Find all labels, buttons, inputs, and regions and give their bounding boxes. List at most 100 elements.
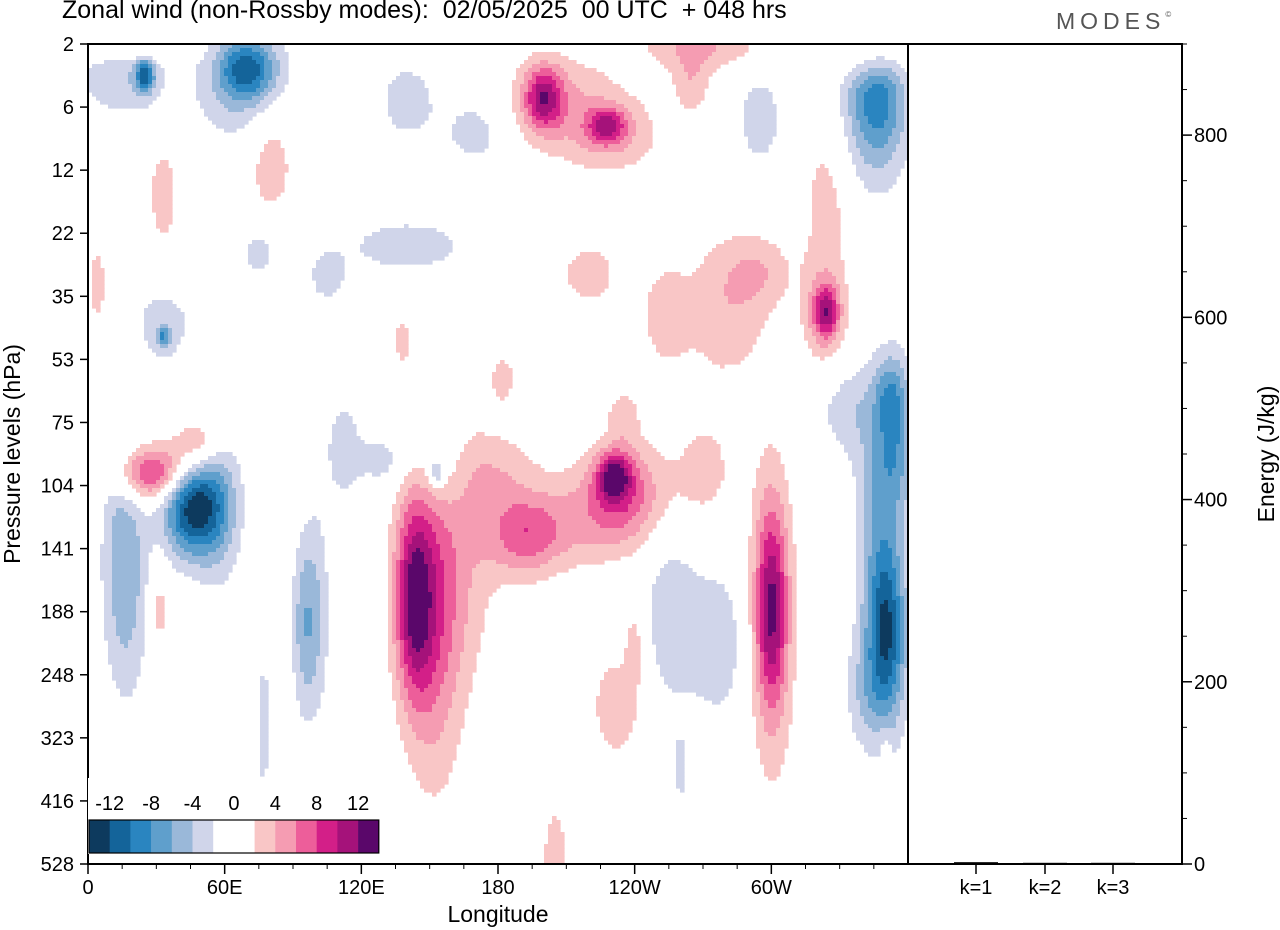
heatmap-cell (392, 684, 401, 689)
heatmap-cell (88, 68, 133, 73)
heatmap-cell (696, 692, 729, 697)
heatmap-cell (260, 728, 269, 733)
heatmap-cell (296, 680, 305, 685)
heatmap-cell (212, 88, 225, 93)
heatmap-cell (136, 520, 165, 525)
heatmap-cell (756, 540, 761, 545)
heatmap-cell (792, 608, 797, 613)
heatmap-cell (184, 484, 189, 489)
heatmap-cell (856, 672, 865, 677)
heatmap-cell (160, 228, 169, 233)
heatmap-cell (784, 656, 789, 661)
heatmap-cell (388, 596, 393, 601)
heatmap-cell (104, 524, 113, 529)
heatmap-cell (784, 620, 789, 625)
heatmap-cell (836, 328, 841, 333)
heatmap-cell (192, 552, 209, 557)
heatmap-cell (436, 532, 453, 537)
heatmap-cell (864, 656, 869, 661)
heatmap-cell (444, 676, 457, 681)
heatmap-cell (756, 676, 761, 681)
heatmap-cell (408, 644, 413, 649)
heatmap-cell (600, 472, 605, 477)
legend-swatch (358, 820, 380, 853)
heatmap-cell (156, 64, 161, 69)
heatmap-cell (220, 100, 261, 105)
heatmap-cell (396, 124, 421, 129)
heatmap-cell (904, 556, 908, 561)
heatmap-cell (764, 604, 769, 609)
heatmap-cell (904, 688, 908, 693)
heatmap-cell (144, 320, 185, 325)
heatmap-cell (132, 88, 141, 93)
heatmap-cell (832, 328, 837, 333)
heatmap-cell (780, 564, 785, 569)
heatmap-cell (388, 84, 425, 89)
energy-category-label: k=1 (960, 877, 993, 899)
heatmap-cell (456, 464, 481, 469)
heatmap-cell (816, 320, 821, 325)
heatmap-cell (900, 568, 905, 573)
heatmap-cell (416, 668, 421, 673)
heatmap-cell (388, 576, 393, 581)
heatmap-cell (520, 100, 525, 105)
heatmap-cell (164, 480, 169, 485)
heatmap-cell (772, 632, 781, 637)
heatmap-cell (892, 660, 901, 665)
heatmap-cell (100, 560, 113, 565)
heatmap-cell (892, 632, 897, 637)
heatmap-cell (408, 544, 429, 549)
heatmap-cell (408, 760, 453, 765)
heatmap-cell (272, 60, 281, 65)
heatmap-cell (676, 740, 685, 745)
heatmap-cell (188, 520, 209, 525)
heatmap-cell (900, 688, 905, 693)
legend-swatch (89, 820, 110, 853)
heatmap-cell (896, 716, 908, 721)
heatmap-cell (864, 536, 873, 541)
heatmap-cell (640, 524, 657, 529)
heatmap-cell (188, 532, 209, 537)
heatmap-cell (652, 476, 725, 481)
heatmap-cell (456, 556, 553, 561)
heatmap-cell (900, 496, 908, 501)
heatmap-cell (436, 588, 445, 593)
heatmap-cell (844, 308, 849, 313)
heatmap-cell (720, 364, 725, 369)
heatmap-cell (432, 708, 449, 713)
heatmap-cell (760, 608, 765, 613)
heatmap-cell (864, 528, 873, 533)
heatmap-cell (200, 484, 209, 489)
heatmap-cell (860, 740, 885, 745)
heatmap-cell (904, 696, 908, 701)
heatmap-cell (480, 464, 493, 469)
heatmap-cell (760, 600, 765, 605)
heatmap-cell (812, 328, 817, 333)
heatmap-cell (172, 332, 185, 337)
heatmap-cell (632, 456, 641, 461)
heatmap-cell (868, 388, 877, 393)
heatmap-cell (856, 580, 865, 585)
heatmap-cell (440, 736, 461, 741)
heatmap-cell (524, 72, 533, 77)
heatmap-cell (776, 728, 789, 733)
heatmap-cell (832, 300, 837, 305)
heatmap-cell (840, 324, 849, 329)
heatmap-cell (888, 572, 897, 577)
heatmap-cell (116, 512, 129, 517)
heatmap-cell (260, 192, 281, 197)
heatmap-cell (596, 468, 601, 473)
heatmap-cell (180, 496, 185, 501)
heatmap-cell (780, 528, 789, 533)
heatmap-cell (260, 760, 269, 765)
heatmap-cell (440, 684, 457, 689)
heatmap-cell (904, 648, 908, 653)
heatmap-cell (616, 120, 621, 125)
heatmap-cell (872, 164, 885, 169)
heatmap-cell (608, 428, 641, 433)
heatmap-cell (136, 68, 141, 73)
heatmap-cell (864, 500, 873, 505)
heatmap-cell (184, 500, 189, 505)
heatmap-cell (884, 448, 897, 453)
heatmap-cell (104, 632, 117, 637)
